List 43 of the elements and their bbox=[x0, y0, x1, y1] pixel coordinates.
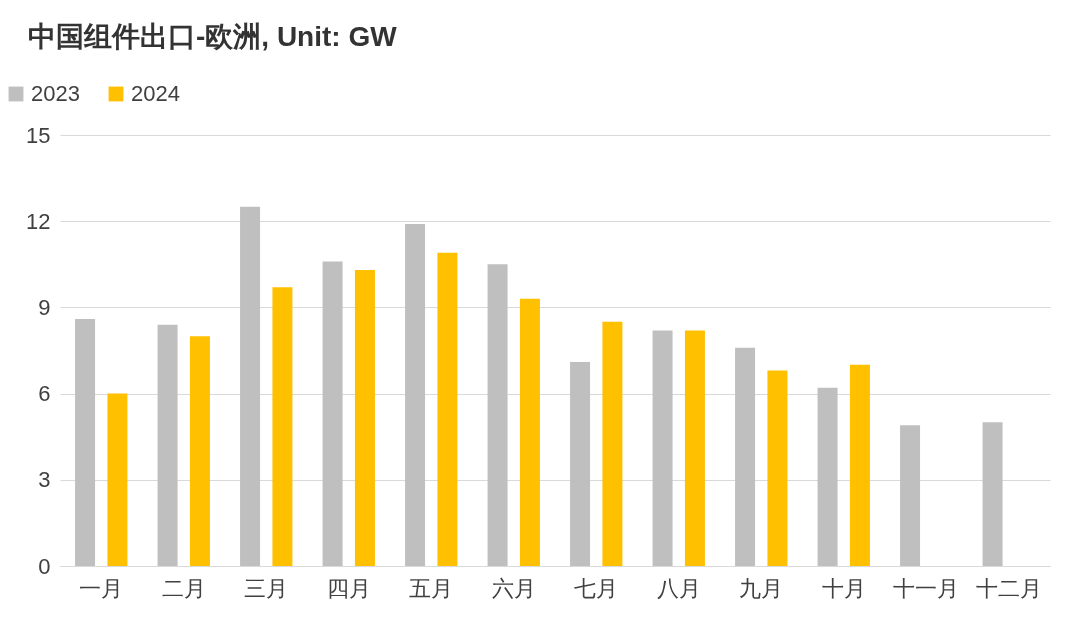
x-tick-label: 五月 bbox=[409, 575, 454, 601]
bar bbox=[405, 224, 426, 566]
bar bbox=[322, 261, 343, 566]
bar bbox=[272, 287, 293, 566]
bar bbox=[735, 347, 756, 566]
x-tick-label: 九月 bbox=[739, 575, 784, 601]
x-tick-label: 十月 bbox=[821, 575, 866, 601]
y-tick-label: 12 bbox=[26, 208, 51, 234]
bar bbox=[602, 321, 623, 566]
bar bbox=[684, 330, 705, 566]
bar bbox=[240, 206, 261, 566]
y-tick-label: 3 bbox=[38, 467, 51, 493]
bar bbox=[519, 298, 540, 566]
bar bbox=[157, 324, 178, 566]
x-tick-label: 八月 bbox=[656, 575, 701, 601]
x-tick-label: 四月 bbox=[326, 575, 371, 601]
x-tick-label: 一月 bbox=[79, 575, 124, 601]
x-tick-label: 二月 bbox=[161, 575, 206, 601]
bar bbox=[487, 264, 508, 566]
bar bbox=[900, 425, 921, 566]
bar bbox=[437, 252, 458, 566]
bar bbox=[817, 387, 838, 566]
bar bbox=[570, 361, 591, 566]
x-tick-label: 十二月 bbox=[975, 575, 1042, 601]
x-tick-label: 三月 bbox=[244, 575, 289, 601]
y-tick-label: 0 bbox=[38, 553, 51, 579]
y-tick-label: 15 bbox=[26, 122, 51, 148]
legend-label: 2024 bbox=[131, 81, 180, 106]
bar bbox=[189, 336, 210, 566]
x-tick-label: 十一月 bbox=[893, 575, 960, 601]
bar bbox=[107, 393, 128, 566]
bar bbox=[849, 364, 870, 566]
bar bbox=[354, 270, 375, 566]
bar bbox=[982, 422, 1003, 566]
y-tick-label: 9 bbox=[38, 294, 51, 320]
y-tick-label: 6 bbox=[38, 381, 51, 407]
bar bbox=[75, 318, 96, 566]
legend-label: 2023 bbox=[31, 81, 80, 106]
x-tick-label: 六月 bbox=[491, 575, 536, 601]
bar bbox=[767, 370, 788, 566]
chart-title: 中国组件出口-欧洲, Unit: GW bbox=[28, 20, 397, 54]
x-tick-label: 七月 bbox=[574, 575, 619, 601]
bar bbox=[652, 330, 673, 566]
